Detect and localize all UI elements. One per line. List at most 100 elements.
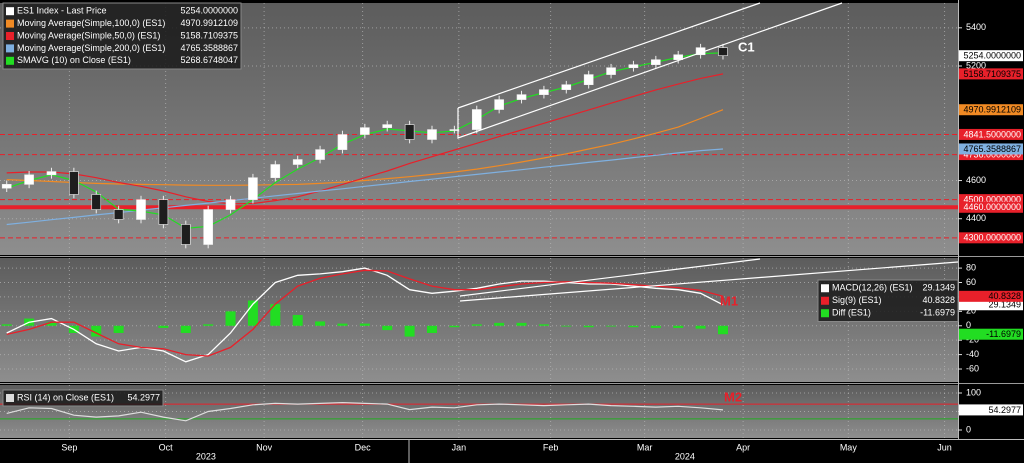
candle-body xyxy=(136,199,146,220)
diff-bar xyxy=(650,325,661,328)
legend-swatch xyxy=(821,296,829,305)
candle-body xyxy=(225,199,236,210)
legend-value: 54.2977 xyxy=(127,392,160,402)
x-tick-label: Apr xyxy=(736,442,750,452)
series-last-label: 54.2977 xyxy=(988,405,1021,415)
y-tick-label: 5200 xyxy=(966,60,986,70)
legend-value: -11.6979 xyxy=(920,308,955,318)
macd-line xyxy=(6,267,724,363)
x-tick-label: Nov xyxy=(256,442,273,452)
level-label: 4500.0000000 xyxy=(963,195,1021,205)
series-last-label: 40.8328 xyxy=(988,291,1021,301)
candle-body xyxy=(583,74,594,86)
diff-bar xyxy=(315,321,326,326)
year-label: 2024 xyxy=(675,451,695,461)
x-tick-label: Jan xyxy=(452,442,467,452)
candle-body xyxy=(315,149,325,160)
annotation: M2 xyxy=(724,389,742,404)
series-last-label: 5158.7109375 xyxy=(963,69,1021,79)
candle-body xyxy=(628,64,639,69)
series-last-label-box xyxy=(959,299,1023,311)
diff-bar xyxy=(180,325,191,333)
annotation: M1 xyxy=(720,293,738,308)
candle-body xyxy=(561,84,572,90)
series-last-label: 4765.3588867 xyxy=(963,144,1021,154)
diff-bar xyxy=(426,325,437,333)
candle-body xyxy=(24,174,34,185)
y-tick-label: 5400 xyxy=(966,22,986,32)
candle-body xyxy=(449,129,460,131)
legend-value: 40.8328 xyxy=(922,295,955,305)
legend-swatch xyxy=(6,44,14,53)
legend-value: 5158.7109375 xyxy=(180,30,238,40)
channel-line xyxy=(457,2,843,139)
diff-bar xyxy=(382,325,393,331)
level-label-box xyxy=(959,149,1023,161)
rsi-line xyxy=(6,401,724,422)
legend-box xyxy=(2,2,242,70)
legend-label: SMAVG (10) on Close (ES1) xyxy=(17,55,131,65)
candle-body xyxy=(248,177,258,200)
y-tick-label: 100 xyxy=(966,387,981,397)
legend-swatch xyxy=(6,56,14,65)
legend-value: 29.1349 xyxy=(922,283,955,293)
channel-line xyxy=(459,261,959,302)
y-tick-label: -60 xyxy=(966,363,979,373)
diff-bar xyxy=(717,325,728,335)
candle-body xyxy=(718,47,728,56)
diff-bar xyxy=(225,311,236,326)
legend-swatch xyxy=(821,284,829,293)
series-last-label-box xyxy=(959,290,1023,302)
candle-body xyxy=(427,129,437,140)
price-last-label-box xyxy=(959,50,1023,62)
moving-average-line xyxy=(6,73,724,205)
candle-body xyxy=(113,209,124,220)
x-tick-label: Mar xyxy=(637,442,653,452)
level-label-box xyxy=(959,194,1023,206)
channel-line xyxy=(459,258,761,297)
candle-body xyxy=(180,224,191,245)
legend-swatch xyxy=(6,7,14,16)
diff-bar xyxy=(449,325,460,328)
x-tick-label: Dec xyxy=(355,442,372,452)
diff-bar xyxy=(471,324,482,326)
trend-channel xyxy=(457,2,959,302)
candle-body xyxy=(539,89,549,95)
level-label: 4300.0000000 xyxy=(963,233,1021,243)
annotation: C1 xyxy=(738,39,755,54)
diff-bar xyxy=(158,325,169,328)
year-label: 2023 xyxy=(196,451,216,461)
level-label-box xyxy=(959,201,1023,213)
series-last-label: 4970.9912109 xyxy=(963,105,1021,115)
legend-label: MACD(12,26) (ES1) xyxy=(832,283,913,293)
candle-body xyxy=(1,184,12,189)
candle-body xyxy=(360,127,370,135)
legend-value: 5254.0000000 xyxy=(180,6,238,16)
series-last-label-box xyxy=(959,143,1023,155)
candle-body xyxy=(404,124,415,140)
series-last-label: 29.1349 xyxy=(988,300,1021,310)
candle-body xyxy=(516,94,527,100)
x-tick-label: May xyxy=(840,442,858,452)
legend-swatch xyxy=(6,32,14,40)
y-tick-label: 4600 xyxy=(966,175,986,185)
candle-body xyxy=(46,171,57,176)
diff-bar xyxy=(695,325,706,329)
candle-body xyxy=(158,199,169,225)
candle-body xyxy=(337,134,348,150)
diff-bar xyxy=(404,325,415,337)
series-last-label-box xyxy=(959,404,1023,416)
diff-bar xyxy=(247,300,258,326)
candle-body xyxy=(494,99,504,110)
legend-label: RSI (14) on Close (ES1) xyxy=(17,392,114,402)
diff-bar xyxy=(359,323,370,326)
candle-body xyxy=(91,194,102,210)
diff-bar xyxy=(337,323,348,326)
legend-swatch xyxy=(6,19,14,28)
diff-bar xyxy=(583,325,594,328)
y-tick-label: 0 xyxy=(966,424,971,434)
candle-body xyxy=(203,209,213,245)
series-last-label: -11.6979 xyxy=(986,329,1021,339)
legend-label: ES1 Index - Last Price xyxy=(17,6,107,16)
